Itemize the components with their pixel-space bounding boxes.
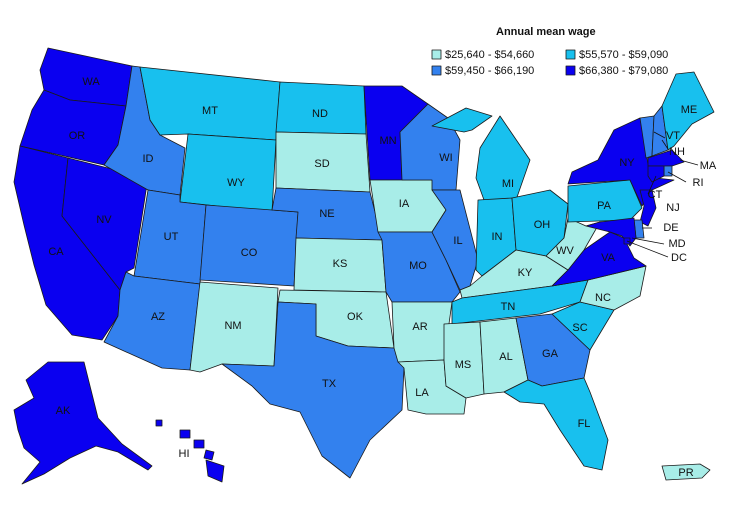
state-nc[interactable] [579, 265, 647, 311]
state-label-in: IN [492, 231, 503, 243]
state-label-ar: AR [412, 321, 427, 333]
state-label-dc: DC [671, 252, 687, 264]
state-label-pr: PR [678, 467, 693, 479]
state-ma[interactable] [647, 149, 685, 167]
state-label-ny: NY [619, 157, 635, 169]
state-label-oh: OH [534, 219, 551, 231]
state-label-mo: MO [409, 260, 427, 272]
map-legend: Annual mean wage $25,640 - $54,660 $55,5… [431, 26, 668, 77]
state-label-va: VA [601, 252, 616, 264]
state-co[interactable] [199, 204, 299, 287]
state-label-id: ID [143, 153, 154, 165]
state-ny[interactable] [567, 117, 675, 207]
state-label-tx: TX [322, 378, 337, 390]
state-label-la: LA [415, 387, 429, 399]
state-label-sc: SC [572, 322, 587, 334]
state-label-tn: TN [501, 301, 516, 313]
state-me[interactable] [661, 71, 715, 151]
state-hi[interactable] [155, 419, 225, 483]
state-ct[interactable] [647, 165, 665, 183]
legend-label-4: $66,380 - $79,080 [579, 65, 668, 77]
state-label-az: AZ [151, 311, 165, 323]
state-ri[interactable] [663, 165, 673, 177]
state-label-ak: AK [56, 405, 71, 417]
legend-label-2: $55,570 - $59,090 [579, 49, 668, 61]
legend-swatch-2 [565, 49, 576, 60]
state-label-or: OR [69, 130, 86, 142]
state-shapes [13, 47, 715, 485]
legend-label-1: $25,640 - $54,660 [445, 49, 534, 61]
state-label-mi: MI [502, 178, 514, 190]
state-label-nd: ND [312, 108, 328, 120]
state-label-de: DE [663, 222, 678, 234]
state-label-me: ME [681, 104, 698, 116]
state-label-mn: MN [379, 135, 396, 147]
legend-label-3: $59,450 - $66,190 [445, 65, 534, 77]
state-label-ok: OK [347, 311, 364, 323]
state-label-hi: HI [179, 448, 190, 460]
state-tx[interactable] [221, 301, 405, 479]
state-label-nv: NV [96, 214, 112, 226]
state-label-md: MD [668, 238, 685, 250]
state-label-wi: WI [439, 152, 452, 164]
state-label-ia: IA [399, 198, 410, 210]
state-wy[interactable] [179, 133, 277, 213]
state-labels: WA OR CA NV ID MT WY UT AZ CO NM ND SD N… [48, 76, 717, 479]
state-label-ct: CT [648, 189, 663, 201]
state-label-wy: WY [227, 177, 245, 189]
state-pr[interactable] [661, 463, 711, 481]
state-label-ks: KS [333, 258, 348, 270]
legend-swatch-1 [431, 49, 442, 60]
state-label-vt: VT [666, 130, 680, 142]
state-label-nh: NH [669, 146, 685, 158]
state-label-al: AL [499, 351, 512, 363]
state-label-nc: NC [595, 292, 611, 304]
leader-lines [626, 131, 699, 258]
state-label-ky: KY [518, 267, 533, 279]
state-nj[interactable] [639, 189, 657, 227]
state-label-wa: WA [82, 76, 100, 88]
state-label-ne: NE [319, 208, 334, 220]
state-label-co: CO [241, 247, 258, 259]
legend-swatch-3 [431, 65, 442, 76]
state-label-nm: NM [224, 320, 241, 332]
state-label-pa: PA [597, 200, 612, 212]
state-fl[interactable] [503, 377, 609, 471]
legend-title: Annual mean wage [496, 26, 596, 38]
state-label-ca: CA [48, 246, 64, 258]
state-ak[interactable] [13, 361, 153, 485]
state-label-mt: MT [202, 105, 218, 117]
state-label-wv: WV [556, 245, 574, 257]
state-label-ms: MS [455, 359, 472, 371]
state-label-ma: MA [700, 160, 717, 172]
state-label-ut: UT [164, 231, 179, 243]
state-label-ri: RI [693, 177, 704, 189]
legend-swatch-4 [565, 65, 576, 76]
state-label-fl: FL [578, 418, 591, 430]
state-label-nj: NJ [666, 202, 679, 214]
state-mt[interactable] [139, 66, 281, 141]
state-label-sd: SD [314, 158, 329, 170]
state-label-ga: GA [542, 348, 559, 360]
state-label-il: IL [453, 235, 462, 247]
